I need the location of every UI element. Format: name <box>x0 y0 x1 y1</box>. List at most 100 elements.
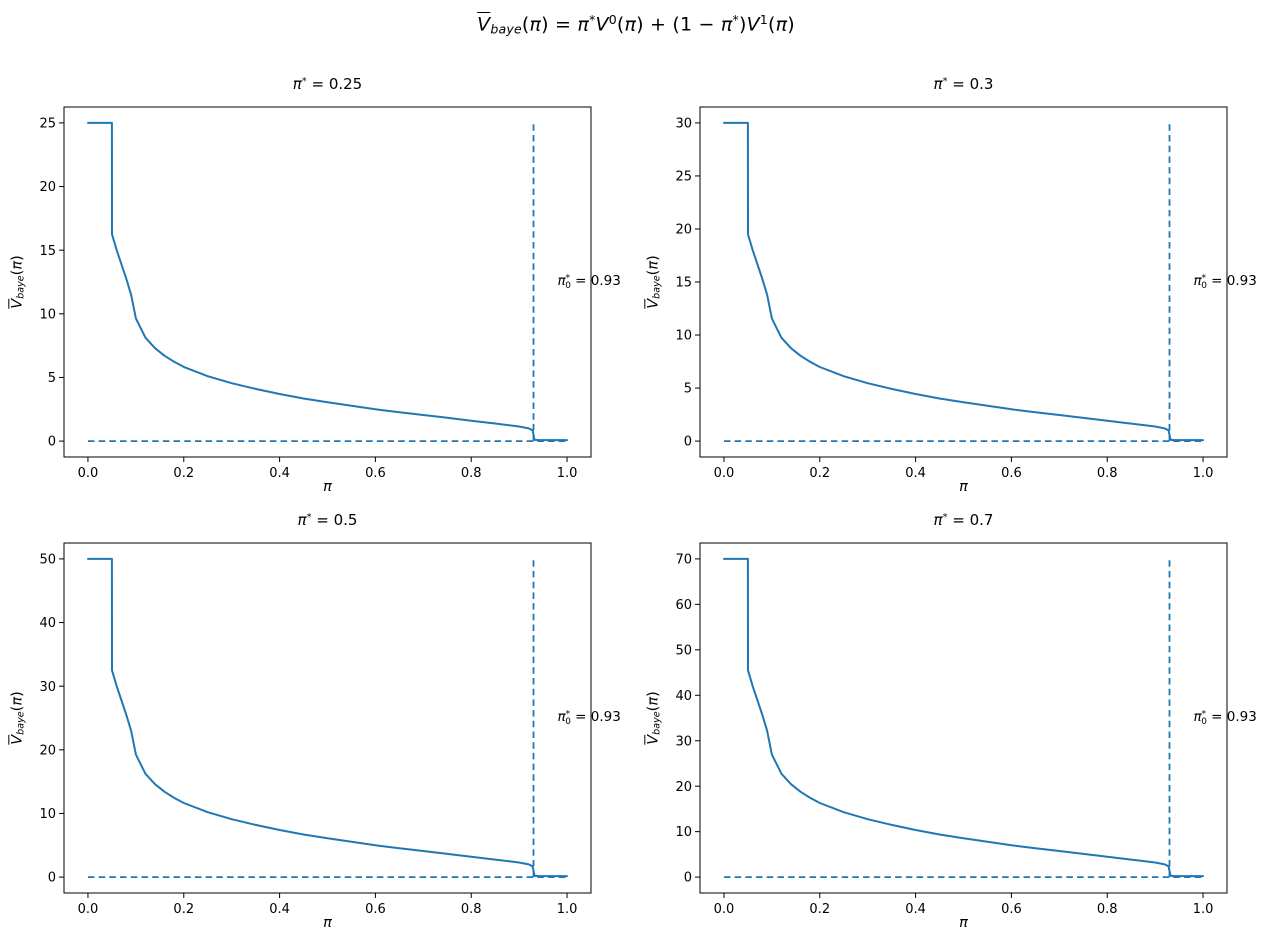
math-text-part: π <box>529 13 542 36</box>
math-text-part: * <box>565 709 571 720</box>
math-text-part: π <box>557 709 566 726</box>
math-text-part: ) <box>787 13 795 36</box>
math-text-part: = 0.7 <box>947 511 994 529</box>
y-axis-tick-label: 60 <box>675 598 692 613</box>
axes-frame <box>699 106 1228 458</box>
math-text-part: ) <box>9 255 26 261</box>
math-text-part: 0 <box>565 716 571 727</box>
math-text-part: π <box>292 75 302 93</box>
math-text-part: * <box>942 512 948 524</box>
subplot-pi-star-0.3: 0.0 0.2 0.4 0.6 0.8 1.0 0 5 10 15 20 25 30 π* = 0.3 … <box>636 61 1272 497</box>
x-axis-tick-label: 0.8 <box>1097 902 1118 917</box>
x-axis-tick-label: 0.8 <box>1097 466 1118 481</box>
y-axis-tick-label: 10 <box>39 307 56 322</box>
math-text-part: baye <box>15 275 27 299</box>
x-axis-label: π <box>64 479 591 495</box>
math-text-part: π <box>9 696 26 706</box>
math-text-part: V <box>9 298 26 309</box>
math-text-part: V <box>645 298 662 309</box>
y-axis-tick-label: 0 <box>48 871 56 886</box>
subplot-title: π* = 0.7 <box>700 511 1227 529</box>
math-text-part: 0 <box>1201 716 1207 727</box>
y-axis-label: Vbaye(π) <box>645 691 662 744</box>
math-text-part: π <box>645 260 662 270</box>
math-text-part: ) + (1 − <box>636 13 721 36</box>
math-text-part: ( <box>9 269 26 276</box>
plot-area: 0.0 0.2 0.4 0.6 0.8 1.0 0 5 10 15 20 25 30 <box>675 106 1228 481</box>
subplot-pi-star-0.7: 0.0 0.2 0.4 0.6 0.8 1.0 0 10 20 30 40 50 60 70 π* = 0… <box>636 497 1272 933</box>
math-text-part: π <box>645 696 662 706</box>
value-curve <box>87 557 568 878</box>
x-axis-tick-label: 0.6 <box>1001 466 1022 481</box>
x-axis-tick-label: 0.0 <box>714 902 735 917</box>
x-axis-tick-label: 0.2 <box>809 902 830 917</box>
math-text-part: ( <box>767 13 776 36</box>
math-text-part: * <box>732 12 739 27</box>
math-text-part: = 0.93 <box>570 273 621 290</box>
y-axis-tick-label: 0 <box>684 435 692 450</box>
x-axis-tick-label: 0.2 <box>173 902 194 917</box>
y-axis-label: Vbaye(π) <box>9 691 26 744</box>
math-text-part: V <box>477 13 491 36</box>
x-axis-tick-label: 0.6 <box>1001 902 1022 917</box>
x-axis-label: π <box>700 479 1227 495</box>
y-axis-tick-label: 5 <box>48 371 56 386</box>
math-text-part: π <box>577 13 590 36</box>
x-axis-label: π <box>64 915 591 931</box>
math-text-part: * <box>306 512 312 524</box>
y-axis-tick-label: 50 <box>39 553 56 568</box>
threshold-annotation: π*0 = 0.93 <box>558 709 621 727</box>
math-text-part: π <box>959 479 968 495</box>
x-axis-tick-label: 0.4 <box>269 466 290 481</box>
math-text-part: baye <box>651 275 663 299</box>
math-text-part: ( <box>645 705 662 712</box>
math-text-part: π <box>1193 709 1202 726</box>
axes-frame <box>699 542 1228 894</box>
axes-frame <box>63 542 592 894</box>
math-text-part: ) <box>738 13 747 36</box>
math-text-part: * <box>942 76 948 88</box>
y-axis-tick-label: 20 <box>675 780 692 795</box>
math-text-part: * <box>589 12 596 27</box>
x-axis-tick-label: 0.0 <box>78 466 99 481</box>
x-axis-tick-label: 0.6 <box>365 466 386 481</box>
math-text-part: π <box>297 511 307 529</box>
math-text-part: = 0.3 <box>947 75 994 93</box>
math-text-part: * <box>565 273 571 284</box>
math-text-part: baye <box>15 711 27 735</box>
math-text-part: baye <box>651 711 663 735</box>
subplot-title: π* = 0.5 <box>64 511 591 529</box>
value-curve <box>87 121 568 442</box>
y-axis-tick-label: 30 <box>39 680 56 695</box>
y-axis-tick-label: 15 <box>675 276 692 291</box>
math-text-part: π <box>323 479 332 495</box>
math-text-part: 0 <box>1201 280 1207 291</box>
x-axis-tick-label: 0.8 <box>461 902 482 917</box>
y-axis-tick-label: 25 <box>675 170 692 185</box>
math-text-part: 0 <box>608 12 617 27</box>
x-axis-tick-label: 0.6 <box>365 902 386 917</box>
math-text-part: = 0.93 <box>1206 273 1257 290</box>
math-text-part: π <box>775 13 788 36</box>
math-text-part: = 0.93 <box>1206 709 1257 726</box>
y-axis-tick-label: 0 <box>684 871 692 886</box>
math-text-part: V <box>645 734 662 745</box>
math-text-part: ( <box>521 13 530 36</box>
y-axis-tick-label: 40 <box>39 616 56 631</box>
x-axis-tick-label: 0.4 <box>269 902 290 917</box>
x-axis-tick-label: 0.0 <box>714 466 735 481</box>
x-axis-tick-label: 0.2 <box>173 466 194 481</box>
x-axis-tick-label: 0.4 <box>905 466 926 481</box>
math-text-part: π <box>933 75 943 93</box>
math-text-part: 1 <box>759 12 768 27</box>
y-axis-tick-label: 30 <box>675 734 692 749</box>
math-text-part: ) <box>9 691 26 697</box>
math-text-part: π <box>1193 273 1202 290</box>
x-axis-tick-label: 1.0 <box>1193 466 1214 481</box>
y-axis-label: Vbaye(π) <box>9 255 26 308</box>
subplot-title: π* = 0.25 <box>64 75 591 93</box>
math-text-part: π <box>624 13 637 36</box>
math-text-part: V <box>595 13 609 36</box>
math-text-part: * <box>1201 273 1207 284</box>
